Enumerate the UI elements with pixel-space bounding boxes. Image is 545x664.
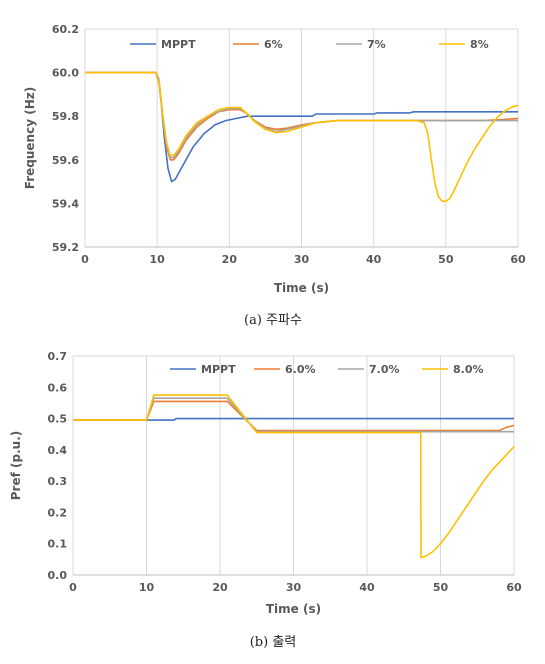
x-tick-label: 10 [150, 253, 166, 266]
legend-label-3: 8.0% [453, 363, 484, 376]
x-tick-label: 30 [286, 581, 302, 594]
legend-label-0: MPPT [161, 38, 196, 51]
x-tick-label: 20 [212, 581, 228, 594]
legend-label-2: 7.0% [369, 363, 400, 376]
y-tick-label: 0.7 [48, 350, 68, 363]
y-tick-label: 0.2 [48, 506, 68, 519]
x-axis-title: Time (s) [266, 602, 321, 616]
y-axis-title: Frequency (Hz) [23, 87, 37, 189]
y-tick-label: 0.1 [48, 538, 68, 551]
legend-label-0: MPPT [201, 363, 236, 376]
x-tick-label: 30 [294, 253, 310, 266]
y-tick-label: 60.0 [52, 67, 79, 80]
legend-label-3: 8% [470, 38, 489, 51]
y-tick-label: 59.2 [52, 241, 79, 254]
x-tick-label: 10 [139, 581, 155, 594]
legend-label-1: 6.0% [285, 363, 316, 376]
y-tick-label: 0.3 [48, 475, 68, 488]
x-tick-label: 0 [81, 253, 89, 266]
y-tick-label: 0.0 [48, 569, 68, 582]
y-tick-label: 0.6 [48, 381, 68, 394]
x-tick-label: 60 [510, 253, 526, 266]
series-line-0 [85, 71, 518, 183]
chart-power: 0 10 20 30 40 50 60 0.0 0.1 0.2 0.3 0.4 0.5 0.6 0.7 Tim… [9, 350, 522, 616]
caption-power: (b) 출력 [250, 635, 297, 650]
y-tick-label: 0.4 [48, 444, 68, 457]
y-tick-label: 59.4 [52, 197, 79, 210]
chart-frequency: 0 10 20 30 40 50 60 59.2 59.4 59.6 59.8 60.0 60.2 Tim… [23, 23, 526, 295]
series-line-3 [73, 394, 515, 559]
y-tick-label: 0.5 [48, 413, 68, 426]
x-tick-label: 0 [69, 581, 77, 594]
legend-label-2: 7% [367, 38, 386, 51]
y-tick-label: 59.8 [52, 110, 79, 123]
y-axis-title: Pref (p.u.) [9, 431, 23, 500]
x-tick-label: 40 [359, 581, 375, 594]
y-tick-label: 60.2 [52, 23, 79, 36]
x-tick-label: 50 [433, 581, 449, 594]
legend-label-1: 6% [264, 38, 283, 51]
series-line-3 [85, 71, 519, 202]
y-tick-label: 59.6 [52, 154, 79, 167]
x-tick-label: 40 [366, 253, 382, 266]
x-axis-title: Time (s) [274, 281, 329, 295]
caption-frequency: (a) 주파수 [244, 313, 302, 328]
x-tick-label: 60 [506, 581, 522, 594]
x-tick-label: 50 [438, 253, 454, 266]
x-tick-label: 20 [222, 253, 238, 266]
